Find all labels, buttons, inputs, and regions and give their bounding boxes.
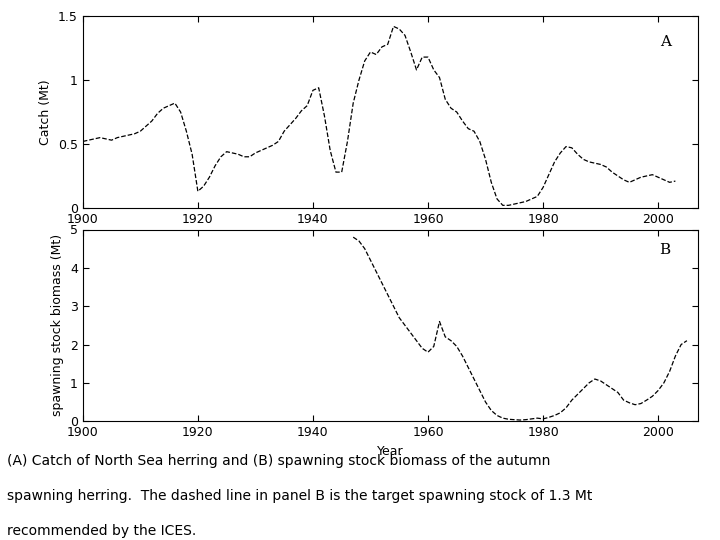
Text: (A) Catch of North Sea herring and (B) spawning stock biomass of the autumn: (A) Catch of North Sea herring and (B) s… — [7, 454, 551, 468]
Text: spawning herring.  The dashed line in panel B is the target spawning stock of 1.: spawning herring. The dashed line in pan… — [7, 489, 593, 503]
X-axis label: Year: Year — [377, 444, 404, 457]
Text: B: B — [660, 243, 671, 257]
Y-axis label: Catch (Mt): Catch (Mt) — [40, 79, 53, 145]
Y-axis label: spawning stock biomass (Mt): spawning stock biomass (Mt) — [51, 234, 64, 416]
Text: recommended by the ICES.: recommended by the ICES. — [7, 524, 197, 538]
Text: A: A — [660, 36, 671, 49]
